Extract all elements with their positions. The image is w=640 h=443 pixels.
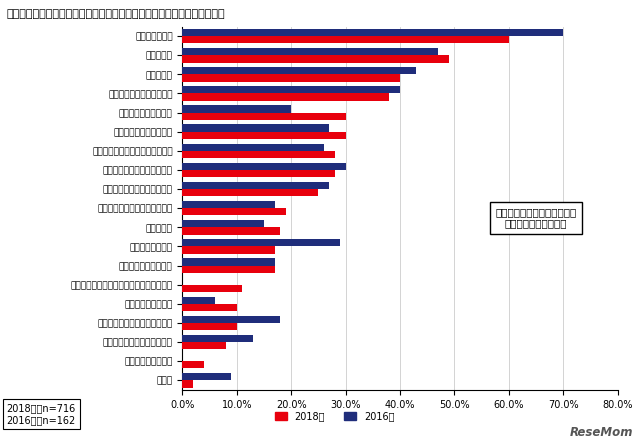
Bar xyxy=(182,29,563,36)
Bar xyxy=(182,74,400,82)
Bar xyxy=(182,316,280,323)
Bar xyxy=(182,220,264,227)
Bar xyxy=(182,170,335,177)
Bar xyxy=(182,304,237,311)
Bar xyxy=(182,380,193,388)
Text: ReseMom: ReseMom xyxy=(570,426,634,439)
Text: 2018年　n=716
2016年　n=162: 2018年 n=716 2016年 n=162 xyxy=(6,403,76,425)
Bar xyxy=(182,189,319,196)
Legend: 2018年, 2016年: 2018年, 2016年 xyxy=(271,407,398,425)
Bar xyxy=(182,201,275,208)
Bar xyxy=(182,36,509,43)
Bar xyxy=(182,163,346,170)
Text: 卒業後を意識した取り組みに
期待する声が目立つ。: 卒業後を意識した取り組みに 期待する声が目立つ。 xyxy=(495,207,577,229)
Bar xyxy=(182,105,291,113)
Bar xyxy=(182,239,340,246)
Bar xyxy=(182,124,329,132)
Bar xyxy=(182,335,253,342)
Bar xyxy=(182,208,285,215)
Bar xyxy=(182,246,275,254)
Bar xyxy=(182,48,438,55)
Text: 問３：「専門職大学」の創設において、とくに求めること（複数回答）。: 問３：「専門職大学」の創設において、とくに求めること（複数回答）。 xyxy=(6,9,225,19)
Bar xyxy=(182,342,226,350)
Bar xyxy=(182,151,335,158)
Bar xyxy=(182,361,204,369)
Bar xyxy=(182,113,346,120)
Bar xyxy=(182,323,237,330)
Bar xyxy=(182,227,280,235)
Bar xyxy=(182,373,232,380)
Bar xyxy=(182,86,400,93)
Bar xyxy=(182,67,417,74)
Bar xyxy=(182,144,324,151)
Bar xyxy=(182,265,275,273)
Bar xyxy=(182,285,243,292)
Bar xyxy=(182,55,449,62)
Bar xyxy=(182,93,389,101)
Bar xyxy=(182,296,215,304)
Bar xyxy=(182,258,275,265)
Bar xyxy=(182,132,346,139)
Bar xyxy=(182,182,329,189)
